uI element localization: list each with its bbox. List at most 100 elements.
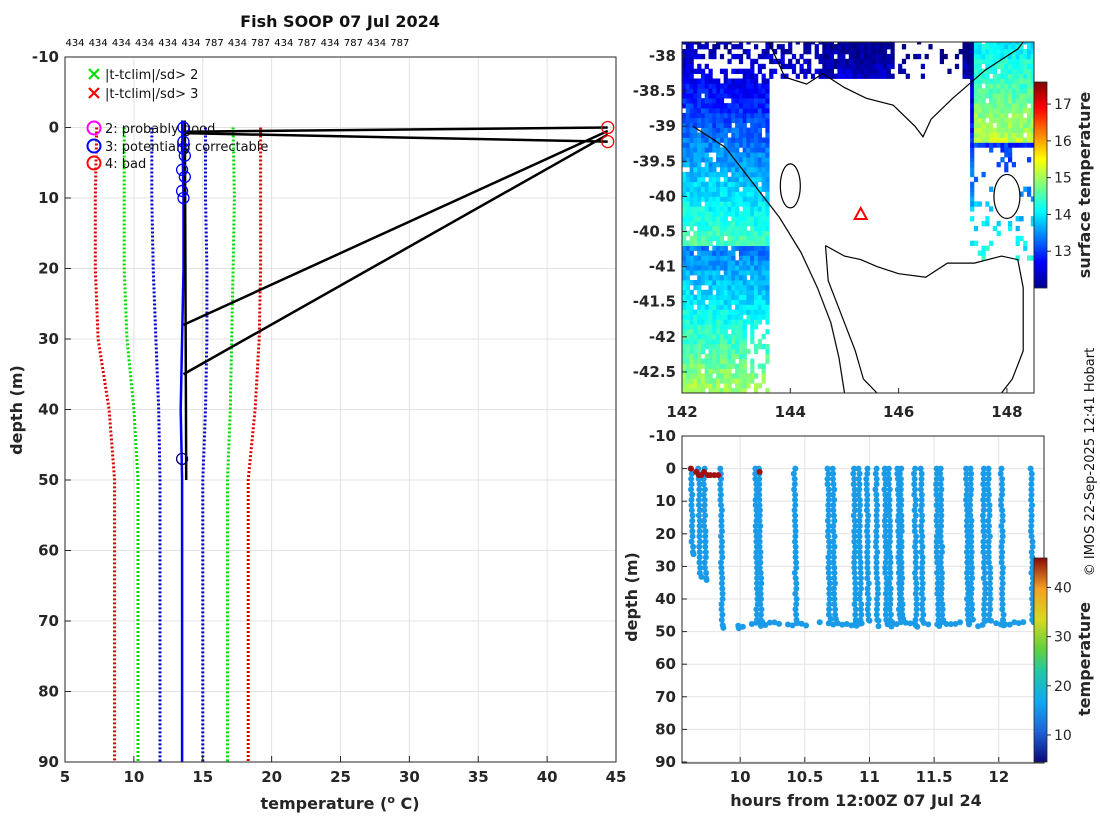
sst-cell: [682, 147, 687, 153]
sst-cell: [731, 162, 736, 168]
sst-cell: [697, 245, 702, 251]
cast-point: [701, 507, 708, 514]
sst-cell: [712, 103, 717, 109]
sst-cell: [1030, 68, 1034, 74]
qc-flag-circle: [601, 120, 615, 135]
sst-cell: [704, 343, 709, 350]
cast-point: [963, 465, 970, 472]
sst-cell: [682, 196, 687, 202]
flinders-island: [993, 173, 1021, 220]
sst-cell: [1000, 58, 1005, 65]
sst-cell: [799, 68, 804, 74]
cast-point: [735, 625, 742, 632]
sst-cell: [723, 186, 728, 192]
sst-cell: [727, 122, 732, 128]
cast-point: [999, 538, 1006, 545]
cast-point: [918, 523, 925, 529]
sst-cell: [875, 53, 880, 60]
sst-cell: [985, 132, 990, 138]
sst-cell: [746, 108, 751, 114]
cast-point: [987, 585, 994, 592]
sst-cell: [693, 103, 698, 109]
sst-cell: [852, 53, 857, 60]
series-line: [246, 127, 263, 762]
cast-point: [718, 507, 725, 514]
sst-cell: [742, 294, 747, 300]
sst-cell: [712, 358, 717, 364]
cast-point: [855, 465, 862, 472]
sst-cell: [845, 63, 850, 70]
sst-cell: [784, 63, 789, 70]
y-tick-label: 70: [38, 612, 59, 630]
depth-tick-label: 50: [655, 623, 676, 641]
cast-point: [793, 611, 800, 618]
sst-cell: [754, 73, 759, 79]
sst-cell: [689, 58, 694, 65]
temperature-colorbar-tick-label: 10: [1054, 728, 1072, 744]
cast-point: [911, 528, 918, 535]
sst-cell: [682, 309, 687, 315]
sst-cell: [716, 186, 721, 192]
sst-cell: [757, 152, 762, 158]
sst-cell: [689, 196, 694, 202]
sst-cell: [719, 221, 725, 227]
sst-cell: [996, 132, 1001, 138]
sst-cell: [746, 127, 751, 133]
sst-cell: [1000, 49, 1005, 55]
sst-cell: [765, 49, 770, 55]
sst-cell: [742, 289, 747, 296]
legend-label: 4: bad: [105, 157, 146, 172]
sst-cell: [1019, 137, 1024, 143]
sst-cell: [682, 176, 687, 183]
sst-cell: [761, 147, 766, 153]
cast-id-label: 787: [251, 38, 270, 49]
sst-cell: [1004, 88, 1009, 94]
sst-cell: [750, 338, 755, 345]
sst-cell: [856, 73, 861, 79]
cast-point: [874, 575, 880, 582]
sst-cell: [723, 147, 728, 153]
cast-point: [864, 533, 871, 540]
sst-cell: [886, 42, 891, 45]
cast-point: [851, 554, 858, 561]
cast-point: [852, 606, 859, 613]
cast-point: [850, 470, 857, 477]
sst-cell: [701, 68, 706, 74]
sst-cell: [685, 137, 690, 143]
sst-cell: [871, 68, 876, 74]
sst-cell: [742, 378, 747, 384]
cast-point: [887, 601, 894, 608]
cast-point: [852, 543, 859, 550]
depth-tick-label: 80: [655, 720, 676, 738]
sst-cell: [791, 68, 797, 74]
cast-point: [696, 481, 703, 488]
cast-point: [825, 470, 832, 477]
sst-cell: [841, 53, 846, 60]
sst-cell: [970, 181, 975, 187]
sst-cell: [716, 245, 721, 251]
sst-cell: [1019, 93, 1024, 99]
sst-cell: [723, 137, 728, 143]
cast-point: [1028, 481, 1035, 488]
cast-point: [830, 470, 837, 477]
sst-cell: [757, 63, 762, 70]
cast-point: [937, 554, 944, 561]
sst-cell: [693, 353, 698, 359]
sst-cell: [704, 250, 709, 256]
sst-cell: [1004, 122, 1009, 128]
sst-cell: [765, 137, 770, 143]
sst-cell: [754, 201, 759, 207]
sst-cell: [761, 275, 766, 281]
sst-cell: [701, 206, 706, 212]
cast-point: [999, 606, 1006, 613]
sst-cell: [754, 284, 759, 291]
sst-cell: [761, 162, 766, 168]
sst-cell: [746, 117, 751, 124]
cast-point: [696, 507, 703, 514]
sst-cell: [712, 206, 717, 212]
sst-cell: [757, 240, 762, 246]
sst-cell: [708, 112, 713, 119]
cast-point: [856, 528, 863, 535]
cast-point: [937, 533, 944, 540]
